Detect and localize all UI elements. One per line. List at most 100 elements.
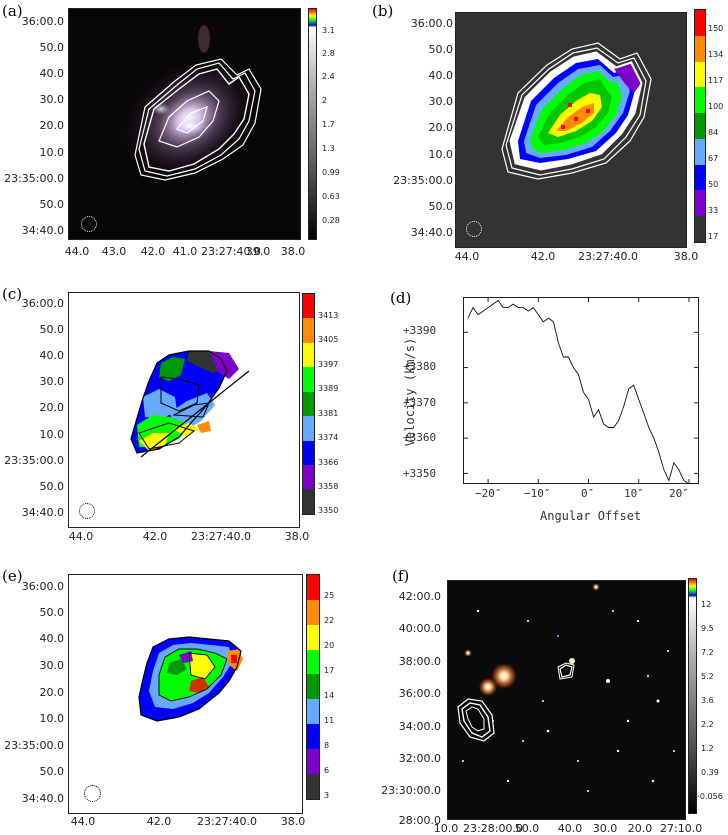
velocity-dispersion-map xyxy=(138,636,243,722)
y-tick-label: 50.0 xyxy=(39,41,65,54)
y-tick-label: 40.0 xyxy=(428,69,454,82)
colorbar-segment xyxy=(303,489,314,514)
y-tick-label: +3360 xyxy=(403,431,437,444)
y-tick-label: 36:00.0 xyxy=(21,580,64,593)
panel-label: (a) xyxy=(2,2,23,20)
x-tick-label: 0″ xyxy=(581,487,595,500)
colorbar-label: 67 xyxy=(708,154,719,163)
y-tick-label: 50.0 xyxy=(39,480,65,493)
y-tick-label: 50.0 xyxy=(428,200,454,213)
colorbar-segment xyxy=(307,624,319,650)
y-tick-label: 30.0 xyxy=(39,659,65,672)
colorbar-segment xyxy=(303,464,314,490)
colorbar-segment xyxy=(307,773,319,799)
y-tick-label: 40.0 xyxy=(39,349,65,362)
y-tick-label: 23:30:00.0 xyxy=(381,784,441,797)
colorbar-label: 25 xyxy=(324,591,335,600)
colorbar-label: 84 xyxy=(708,128,719,137)
y-tick-label: 36:00.0 xyxy=(410,17,453,30)
colorbar-segment xyxy=(303,416,314,441)
colorbar-label: 3350 xyxy=(318,506,339,515)
colorbar-label: 33 xyxy=(708,206,719,215)
colorbar-label: 3358 xyxy=(318,482,339,491)
y-tick-label: 30.0 xyxy=(428,95,454,108)
colorbar-segment xyxy=(695,138,705,165)
x-tick-label: 27:10.0 xyxy=(660,822,703,835)
x-tick-label: 42.0 xyxy=(146,815,172,828)
x-tick-label: −10″ xyxy=(524,487,551,500)
colorbar-label: 0.39 xyxy=(701,768,719,777)
x-tick-label: 23:27:40.0 xyxy=(201,245,261,258)
optical-image-with-contours xyxy=(114,25,264,187)
colorbar-label: 17 xyxy=(708,232,719,241)
y-tick-label: 40.0 xyxy=(39,632,65,645)
colorbar-segment xyxy=(303,294,314,319)
image-frame xyxy=(68,574,303,814)
y-tick-label: 42:00.0 xyxy=(398,590,441,603)
y-tick-label: +3350 xyxy=(403,467,437,480)
y-tick-label: 20.0 xyxy=(39,119,65,132)
beam-ellipse xyxy=(466,221,482,237)
colorbar-segment xyxy=(303,367,314,392)
colorbar-label: 3405 xyxy=(318,335,339,344)
colorbar-label: 117 xyxy=(708,76,724,85)
colorbar-label: 22 xyxy=(324,616,335,625)
x-tick-label: 44.0 xyxy=(70,815,96,828)
y-tick-label: +3390 xyxy=(403,324,437,337)
colorbar-segment xyxy=(307,575,319,601)
x-tick-label: 38.0 xyxy=(280,245,306,258)
y-tick-label: 40.0 xyxy=(39,67,65,80)
x-tick-label: 40.0 xyxy=(557,822,583,835)
column-density-map xyxy=(501,42,652,180)
image-frame xyxy=(447,580,686,820)
colorbar-segment xyxy=(695,87,705,114)
colorbar-segment xyxy=(303,318,314,344)
x-tick-label: 42.0 xyxy=(140,245,166,258)
y-tick-label: 10.0 xyxy=(39,428,65,441)
y-tick-label: 30.0 xyxy=(39,93,65,106)
x-tick-label: 43.0 xyxy=(101,245,127,258)
x-tick-label: 42.0 xyxy=(142,530,168,543)
y-tick-label: +3370 xyxy=(403,396,437,409)
y-axis-label: Velocity (km/s) xyxy=(403,337,417,447)
colorbar-segment xyxy=(303,391,314,417)
colorbar-label: 50 xyxy=(708,180,719,189)
y-tick-label: 50.0 xyxy=(428,43,454,56)
x-tick-label: 44.0 xyxy=(68,530,94,543)
panel-label: (c) xyxy=(2,285,23,303)
colorbar xyxy=(308,8,317,240)
y-tick-label: 23:35:00.0 xyxy=(4,739,64,752)
colorbar-segment xyxy=(303,342,314,368)
y-tick-label: 30.0 xyxy=(39,375,65,388)
colorbar-label: 3389 xyxy=(318,384,339,393)
colorbar xyxy=(306,574,320,800)
colorbar xyxy=(302,293,315,515)
colorbar-label: 0.63 xyxy=(322,192,340,201)
x-tick-label: 44.0 xyxy=(64,245,90,258)
x-tick-label: 23:27:40.0 xyxy=(578,250,638,263)
y-tick-label: 28:00.0 xyxy=(398,814,441,827)
y-tick-label: 34:40.0 xyxy=(21,506,64,519)
colorbar-segment xyxy=(307,749,319,775)
panel-label: (b) xyxy=(372,2,394,20)
wide-field-optical-image xyxy=(457,583,675,792)
colorbar-label: 3397 xyxy=(318,360,339,369)
beam-ellipse xyxy=(84,785,101,802)
x-tick-label: 23:28:00.0 xyxy=(463,822,523,835)
velocity-profile-chart xyxy=(463,297,699,484)
x-tick-label: 44.0 xyxy=(454,250,480,263)
colorbar-label: 12 xyxy=(701,600,712,609)
y-tick-label: 23:35:00.0 xyxy=(393,174,453,187)
y-tick-label: 50.0 xyxy=(39,765,65,778)
x-tick-label: −20″ xyxy=(475,487,502,500)
colorbar-segment xyxy=(307,674,319,700)
colorbar-segment xyxy=(307,599,319,625)
colorbar-label: 1.7 xyxy=(322,120,335,129)
y-tick-label: 36:00.0 xyxy=(21,15,64,28)
y-tick-label: 10.0 xyxy=(39,712,65,725)
y-tick-label: +3380 xyxy=(403,360,437,373)
colorbar-label: 3381 xyxy=(318,409,339,418)
colorbar-label: 100 xyxy=(708,102,724,111)
colorbar-segment xyxy=(695,61,705,88)
x-tick-label: 10″ xyxy=(624,487,644,500)
